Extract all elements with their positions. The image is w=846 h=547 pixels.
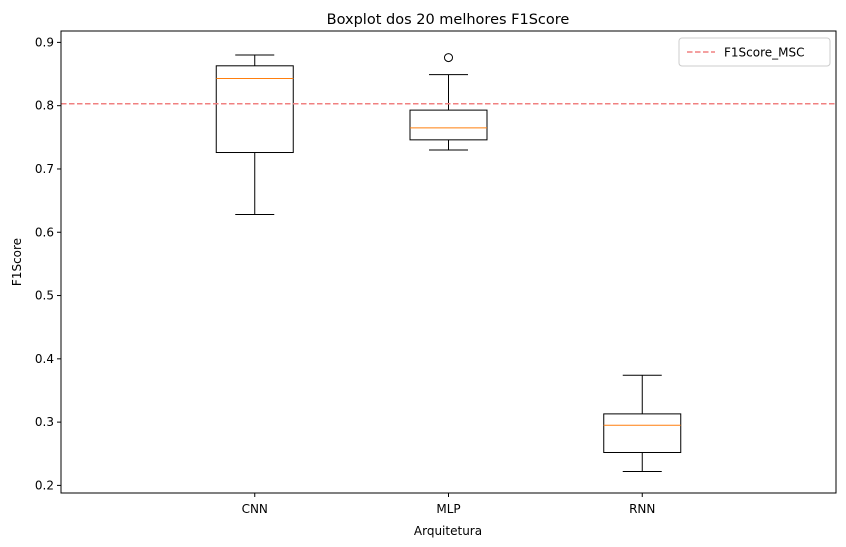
y-tick-label: 0.8 xyxy=(35,99,54,113)
y-tick-label: 0.9 xyxy=(35,35,54,49)
box-group-rnn xyxy=(603,374,682,472)
y-tick-label: 0.5 xyxy=(35,289,54,303)
box-group-mlp xyxy=(409,53,488,151)
outlier-point xyxy=(444,53,453,63)
x-tick-label-rnn: RNN xyxy=(629,502,655,516)
legend-box xyxy=(678,37,831,67)
legend-entry-f1score-msc: F1Score_MSC xyxy=(724,46,805,60)
y-tick-label: 0.3 xyxy=(35,415,54,429)
y-tick-label: 0.2 xyxy=(35,478,54,492)
legend: F1Score_MSC xyxy=(678,37,831,67)
box-group-cnn xyxy=(215,54,294,216)
y-axis-title: F1Score xyxy=(10,238,24,286)
x-tick-label-mlp: MLP xyxy=(436,502,460,516)
chart-title: Boxplot dos 20 melhores F1Score xyxy=(327,12,570,28)
y-tick-label: 0.6 xyxy=(35,225,54,239)
iqr-box xyxy=(603,413,682,453)
iqr-box xyxy=(215,65,294,154)
x-axis: CNN MLP RNN xyxy=(242,493,655,516)
y-tick-label: 0.7 xyxy=(35,162,54,176)
y-axis: 0.2 0.3 0.4 0.5 0.6 0.7 0.8 0.9 xyxy=(35,35,61,492)
iqr-box xyxy=(409,109,488,141)
y-tick-label: 0.4 xyxy=(35,352,54,366)
plot-area xyxy=(61,53,836,472)
x-axis-title: Arquitetura xyxy=(414,524,482,538)
x-tick-label-cnn: CNN xyxy=(242,502,268,516)
